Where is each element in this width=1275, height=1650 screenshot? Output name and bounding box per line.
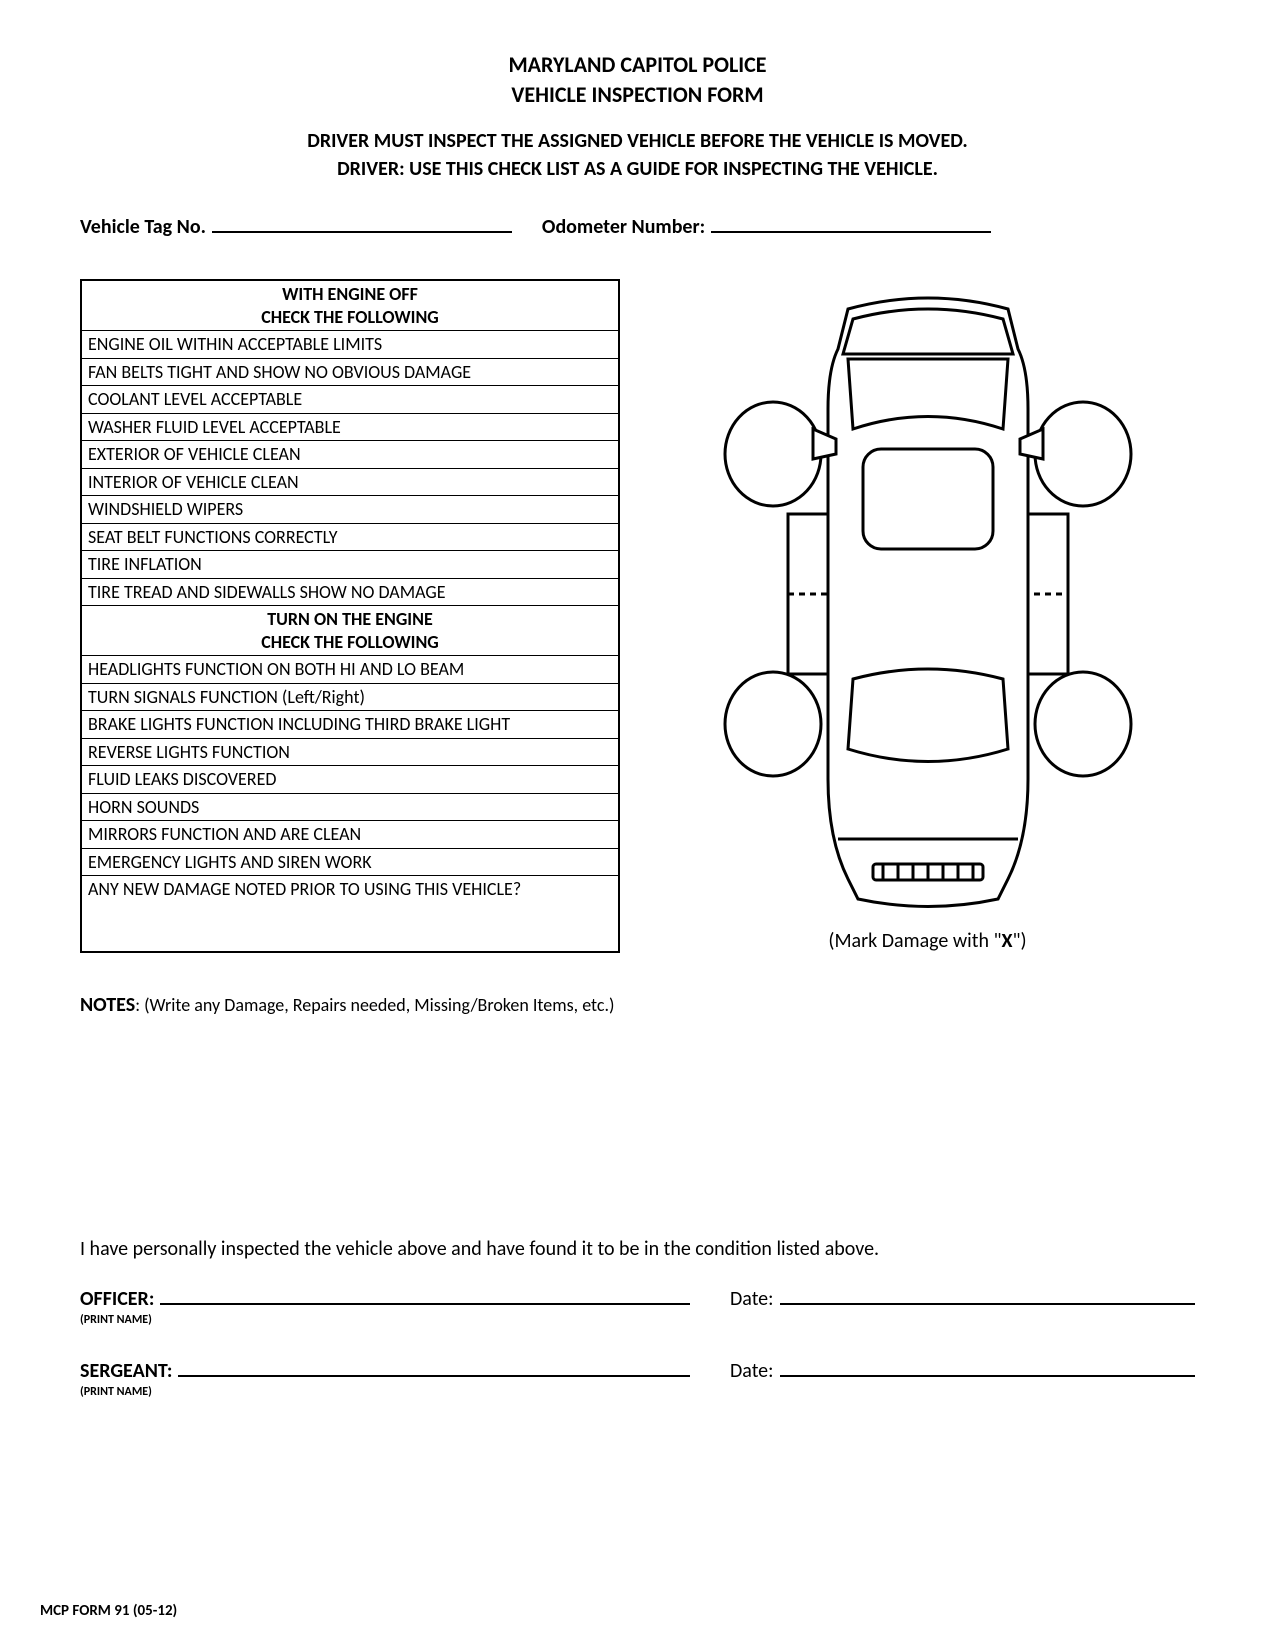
checklist-item: TIRE TREAD AND SIDEWALLS SHOW NO DAMAGE [82,579,618,607]
subheader-line1: DRIVER MUST INSPECT THE ASSIGNED VEHICLE… [80,127,1195,155]
section1-header: WITH ENGINE OFF CHECK THE FOLLOWING [82,281,618,331]
checklist-item: MIRRORS FUNCTION AND ARE CLEAN [82,821,618,849]
tag-input-line[interactable] [212,211,512,233]
sergeant-input-line[interactable] [178,1355,690,1377]
checklist-item: EXTERIOR OF VEHICLE CLEAN [82,441,618,469]
checklist-item: TURN SIGNALS FUNCTION (Left/Right) [82,684,618,712]
officer-input-line[interactable] [160,1283,690,1305]
checklist-item: ENGINE OIL WITHIN ACCEPTABLE LIMITS [82,331,618,359]
checklist-item: COOLANT LEVEL ACCEPTABLE [82,386,618,414]
print-name-label: (PRINT NAME) [80,1313,690,1327]
sergeant-date-line[interactable] [780,1355,1196,1377]
checklist-table: WITH ENGINE OFF CHECK THE FOLLOWING ENGI… [80,279,620,953]
header-line2: VEHICLE INSPECTION FORM [80,80,1195,110]
sergeant-label: SERGEANT: [80,1359,172,1383]
checklist-item: REVERSE LIGHTS FUNCTION [82,739,618,767]
form-subheader: DRIVER MUST INSPECT THE ASSIGNED VEHICLE… [80,127,1195,183]
checklist-item: WINDSHIELD WIPERS [82,496,618,524]
subheader-line2: DRIVER: USE THIS CHECK LIST AS A GUIDE F… [80,155,1195,183]
officer-label: OFFICER: [80,1287,154,1311]
date-label: Date: [730,1287,774,1311]
notes-label: NOTES: (Write any Damage, Repairs needed… [80,993,614,1017]
header-line1: MARYLAND CAPITOL POLICE [80,50,1195,80]
checklist-item: HORN SOUNDS [82,794,618,822]
diagram-caption: (Mark Damage with "X") [828,929,1026,953]
vehicle-diagram[interactable] [718,279,1138,919]
odometer-input-line[interactable] [711,211,991,233]
checklist-item: FAN BELTS TIGHT AND SHOW NO OBVIOUS DAMA… [82,359,618,387]
odometer-label: Odometer Number: [542,215,705,239]
checklist-item: ANY NEW DAMAGE NOTED PRIOR TO USING THIS… [82,876,618,903]
certify-statement: I have personally inspected the vehicle … [80,1237,1195,1261]
checklist-item: BRAKE LIGHTS FUNCTION INCLUDING THIRD BR… [82,711,618,739]
officer-date-line[interactable] [780,1283,1196,1305]
checklist-item: SEAT BELT FUNCTIONS CORRECTLY [82,524,618,552]
checklist-item: WASHER FLUID LEVEL ACCEPTABLE [82,414,618,442]
date-label: Date: [730,1359,774,1383]
form-footer: MCP FORM 91 (05-12) [40,1602,177,1620]
checklist-item: FLUID LEAKS DISCOVERED [82,766,618,794]
print-name-label: (PRINT NAME) [80,1385,690,1399]
checklist-item: TIRE INFLATION [82,551,618,579]
tag-label: Vehicle Tag No. [80,215,206,239]
checklist-item: INTERIOR OF VEHICLE CLEAN [82,469,618,497]
form-header: MARYLAND CAPITOL POLICE VEHICLE INSPECTI… [80,50,1195,109]
checklist-item: HEADLIGHTS FUNCTION ON BOTH HI AND LO BE… [82,656,618,684]
section2-header: TURN ON THE ENGINE CHECK THE FOLLOWING [82,606,618,656]
checklist-item: EMERGENCY LIGHTS AND SIREN WORK [82,849,618,877]
